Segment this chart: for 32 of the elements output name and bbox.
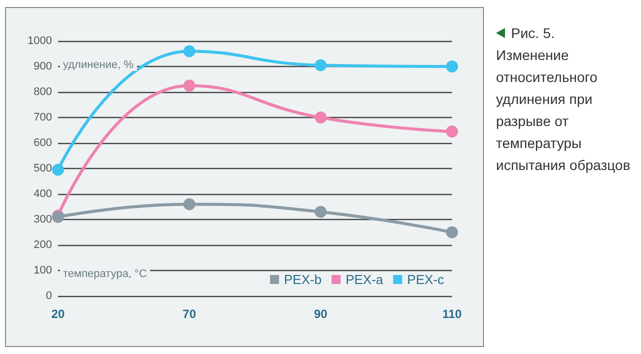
point xyxy=(183,80,196,92)
point xyxy=(314,59,327,72)
legend-label: PEX-a xyxy=(346,272,384,287)
point xyxy=(183,45,196,58)
y-tick-label: 100 xyxy=(34,264,52,276)
y-tick-label: 500 xyxy=(34,162,52,174)
text: Рис. 5. xyxy=(510,24,556,43)
x-tick-label: 90 xyxy=(314,307,328,321)
y-tick-label: 700 xyxy=(34,112,52,124)
legend-label: PEX-c xyxy=(407,272,444,287)
y-tick-label: 900 xyxy=(34,60,52,72)
point xyxy=(446,126,458,138)
y-tick-label: 300 xyxy=(34,214,52,226)
x-tick-label: 70 xyxy=(182,307,196,321)
y-tick-label: 600 xyxy=(34,137,52,149)
point xyxy=(52,164,64,176)
x-tick-label: 20 xyxy=(51,307,65,321)
x-axis-title: температура, °C xyxy=(60,268,150,280)
y-tick-label: 200 xyxy=(34,239,52,251)
legend-label: PEX-b xyxy=(284,272,322,287)
y-axis-title: удлинение, % xyxy=(60,58,137,70)
point xyxy=(446,60,458,72)
y-tick-label: 1000 xyxy=(28,35,52,47)
text: Изменение относительного удлинения при разрыве от температуры испытания образцов xyxy=(496,46,632,175)
y-tick-label: 800 xyxy=(34,86,52,98)
point xyxy=(183,198,196,210)
point xyxy=(446,226,458,238)
y-tick-label: 0 xyxy=(46,290,52,302)
x-tick-label: 110 xyxy=(442,307,462,321)
point xyxy=(314,206,327,218)
point xyxy=(314,112,327,124)
y-tick-label: 400 xyxy=(34,188,52,200)
